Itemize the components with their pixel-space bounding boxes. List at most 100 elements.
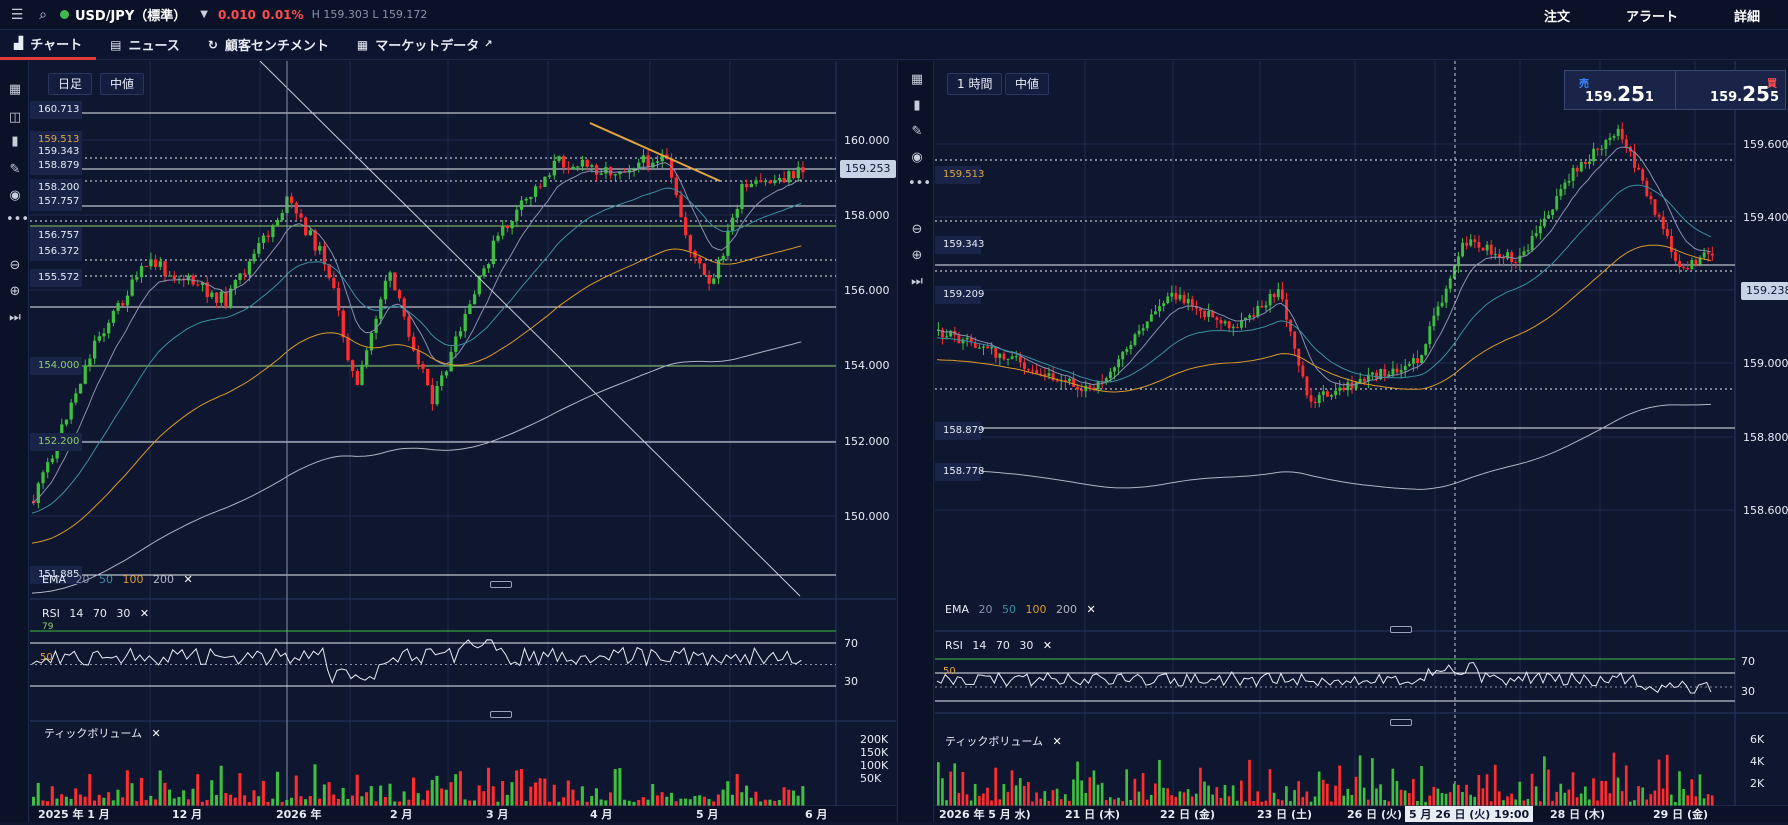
volume-bar bbox=[1166, 788, 1169, 806]
rsi-axis-70: 70 bbox=[844, 637, 858, 650]
price-type-selector[interactable]: 中値 bbox=[1005, 73, 1050, 95]
pencil-icon[interactable]: ✎ bbox=[911, 124, 923, 139]
pane-resize-handle[interactable] bbox=[490, 581, 512, 588]
time-axis-label: 2026 年 5 月 水) bbox=[939, 808, 1031, 821]
candle-body bbox=[1186, 298, 1190, 304]
pencil-icon[interactable]: ✎ bbox=[9, 162, 21, 177]
bar-chart-icon[interactable]: ▮ bbox=[11, 134, 19, 149]
volume-bar bbox=[1514, 799, 1518, 806]
volume-bar bbox=[1276, 799, 1280, 806]
candle-body bbox=[669, 158, 674, 178]
more-icon[interactable]: ••• bbox=[6, 212, 30, 227]
volume-bar bbox=[1092, 770, 1096, 806]
candle-body bbox=[1084, 385, 1088, 392]
eye-icon[interactable]: ◉ bbox=[911, 150, 923, 165]
price-axis-tick: 160.000 bbox=[844, 134, 890, 147]
time-axis-label: 23 日 (土) bbox=[1257, 808, 1313, 821]
volume-bar bbox=[1620, 791, 1624, 806]
volume-bar bbox=[505, 794, 509, 806]
volume-bar bbox=[1690, 779, 1694, 806]
hourly-chart-canvas[interactable]: 159.600 159.400 159. 200 159.000 158.800 158.6… bbox=[935, 61, 1788, 822]
ema-line bbox=[31, 187, 802, 514]
tab-sentiment[interactable]: ↻ 顧客センチメント bbox=[194, 30, 343, 60]
hamburger-menu-icon[interactable]: ☰ bbox=[10, 6, 24, 23]
volume-bar bbox=[416, 793, 420, 806]
close-icon[interactable]: ✕ bbox=[151, 727, 161, 740]
close-icon[interactable]: ✕ bbox=[183, 573, 193, 586]
rsi-side-label: 50 bbox=[943, 666, 956, 677]
volume-bar bbox=[1633, 800, 1636, 806]
eye-icon[interactable]: ◉ bbox=[9, 188, 21, 203]
calendar-icon[interactable]: ▦ bbox=[910, 72, 924, 87]
close-icon[interactable]: ✕ bbox=[139, 607, 150, 620]
zoom-out-icon[interactable]: ⊖ bbox=[911, 222, 923, 237]
volume-bar bbox=[121, 797, 125, 806]
volume-bar bbox=[693, 796, 697, 806]
daily-chart-pane[interactable]: 160.000 158.000 156.000 154.000 152.000 150.0… bbox=[30, 60, 896, 822]
order-button[interactable]: 注文 bbox=[1543, 9, 1570, 25]
candle-body bbox=[158, 261, 162, 267]
search-icon[interactable]: ⌕ bbox=[39, 6, 47, 23]
bar-chart-icon[interactable]: ▮ bbox=[913, 98, 921, 113]
candle-body bbox=[726, 230, 730, 256]
volume-tick: 50K bbox=[860, 772, 882, 785]
candle-body bbox=[613, 174, 617, 176]
timeframe-selector[interactable]: 1 時間 bbox=[947, 73, 1003, 95]
chevron-down-icon[interactable]: ▼ bbox=[200, 9, 208, 20]
rsi-side-label: 50 bbox=[40, 652, 53, 663]
zoom-in-icon[interactable]: ⊕ bbox=[911, 248, 923, 263]
layout-icon[interactable]: ◫ bbox=[8, 110, 22, 125]
calendar-icon[interactable]: ▦ bbox=[8, 82, 22, 97]
daily-chart-canvas[interactable]: 160.000 158.000 156.000 154.000 152.000 150.0… bbox=[30, 60, 896, 822]
close-icon[interactable]: ✕ bbox=[1052, 735, 1062, 748]
candle-body bbox=[1338, 387, 1342, 391]
volume-bar bbox=[125, 770, 129, 806]
tab-chart[interactable]: ▟ チャート bbox=[0, 30, 97, 60]
sell-button[interactable]: 売 159.251 bbox=[1565, 71, 1676, 109]
pane-resize-handle[interactable] bbox=[1390, 719, 1412, 726]
buy-button[interactable]: 買 159.255 bbox=[1676, 71, 1786, 109]
candle-body bbox=[229, 288, 233, 308]
volume-bar bbox=[1113, 799, 1116, 806]
symbol-name[interactable]: USD/JPY（標準） bbox=[75, 9, 187, 24]
candle-body bbox=[290, 196, 294, 204]
pane-resize-handle[interactable] bbox=[490, 711, 512, 718]
rsi-lower: 30 bbox=[1019, 639, 1034, 652]
candle-body bbox=[200, 282, 205, 285]
candle-body bbox=[92, 340, 97, 359]
alert-button[interactable]: アラート bbox=[1625, 9, 1678, 25]
skip-end-icon[interactable]: ⏭ bbox=[911, 274, 923, 289]
timeframe-selector[interactable]: 日足 bbox=[48, 73, 93, 95]
more-icon[interactable]: ••• bbox=[908, 176, 932, 191]
price-line-label: 158.879 bbox=[935, 422, 984, 440]
pane-resize-handle[interactable] bbox=[1390, 626, 1412, 633]
candle-body bbox=[1395, 368, 1399, 373]
rsi-label: RSI bbox=[42, 607, 60, 620]
candle-body bbox=[421, 364, 425, 369]
volume-bar bbox=[1014, 785, 1018, 806]
candle-body bbox=[69, 402, 73, 420]
candle-body bbox=[1583, 162, 1587, 164]
tab-news[interactable]: ▤ ニュース bbox=[96, 30, 194, 60]
volume-bar bbox=[763, 799, 767, 806]
volume-bar bbox=[1194, 793, 1198, 806]
zoom-in-icon[interactable]: ⊕ bbox=[9, 284, 21, 299]
price-type-selector[interactable]: 中値 bbox=[100, 73, 145, 95]
close-icon[interactable]: ✕ bbox=[1042, 639, 1053, 652]
ema-label: EMA bbox=[945, 603, 969, 616]
volume-bar bbox=[1293, 790, 1296, 806]
details-button[interactable]: 詳細 bbox=[1733, 9, 1760, 25]
hourly-chart-pane[interactable]: 159.600 159.400 159. 200 159.000 158.800 158.6… bbox=[935, 61, 1788, 822]
close-icon[interactable]: ✕ bbox=[1086, 603, 1096, 616]
volume-bar bbox=[1559, 783, 1563, 806]
volume-bar bbox=[55, 798, 59, 806]
candle-body bbox=[444, 371, 449, 376]
candle-body bbox=[233, 280, 237, 289]
zoom-out-icon[interactable]: ⊖ bbox=[9, 258, 21, 273]
candle-body bbox=[1477, 241, 1481, 248]
ema-50-label: 50 bbox=[1001, 603, 1016, 616]
tab-market-data[interactable]: ▦ マーケットデータ ↗ bbox=[343, 30, 507, 60]
skip-end-icon[interactable]: ⏭ bbox=[9, 310, 21, 325]
volume-bar bbox=[740, 792, 744, 806]
candle-body bbox=[1211, 311, 1215, 318]
